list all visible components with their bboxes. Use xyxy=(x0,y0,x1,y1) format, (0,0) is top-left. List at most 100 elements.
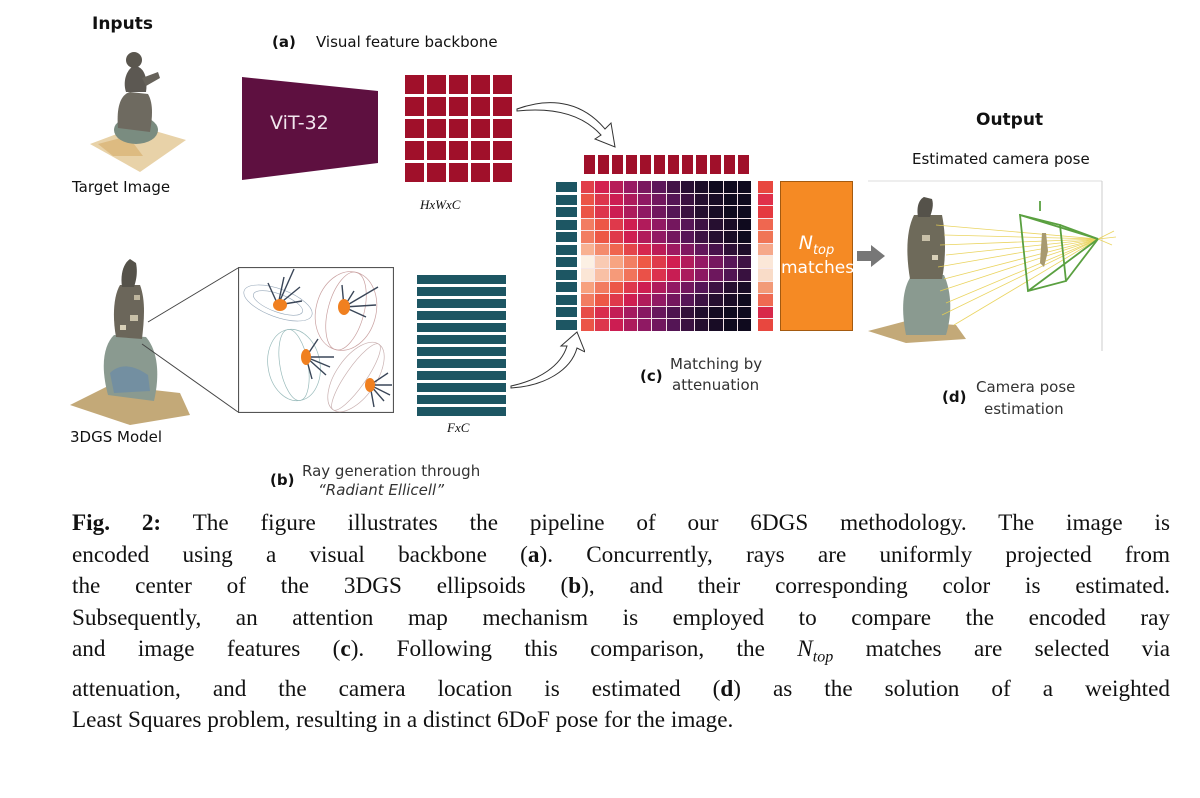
heatmap-cell xyxy=(695,306,709,319)
attenuation-cell xyxy=(758,206,773,218)
heatmap-cell xyxy=(595,193,609,206)
heatmap-cell xyxy=(581,319,595,331)
heatmap-cell xyxy=(709,294,723,306)
heatmap-cell xyxy=(638,306,652,319)
heatmap-cell xyxy=(581,243,595,256)
inputs-title: Inputs xyxy=(92,14,153,34)
heatmap-cell xyxy=(595,181,609,193)
attenuation-vector xyxy=(758,181,773,331)
heatmap-cell xyxy=(666,269,680,281)
heatmap-cell xyxy=(709,181,723,193)
heatmap-cell xyxy=(666,256,680,269)
heatmap-cell xyxy=(709,231,723,243)
heatmap-cell xyxy=(609,306,623,319)
figure-caption: Fig. 2: The figure illustrates the pipel… xyxy=(72,508,1170,737)
target-image-statue xyxy=(90,52,186,172)
heatmap-cell xyxy=(723,231,737,243)
heatmap-cell xyxy=(623,193,637,206)
heatmap-cell xyxy=(609,243,623,256)
heatmap-cell xyxy=(737,181,751,193)
heatmap-cell xyxy=(723,306,737,319)
target-image-label: Target Image xyxy=(72,178,171,196)
image-feature-shape-label: HxWxC xyxy=(420,197,461,212)
heatmap-cell xyxy=(709,256,723,269)
heatmap-cell xyxy=(737,256,751,269)
heatmap-cell xyxy=(652,206,666,218)
heatmap-cell xyxy=(695,269,709,281)
ntop-symbol: Ntop xyxy=(798,232,835,258)
heatmap-cell xyxy=(595,294,609,306)
heatmap-cell xyxy=(680,181,694,193)
3dgs-model-label: 3DGS Model xyxy=(70,428,163,446)
heatmap-cell xyxy=(695,256,709,269)
attenuation-cell xyxy=(758,269,773,281)
heatmap-cell xyxy=(695,281,709,294)
heatmap-cell xyxy=(609,256,623,269)
heatmap-cell xyxy=(581,181,595,193)
heatmap-cell xyxy=(709,306,723,319)
caption-line-2: encoded using a visual backbone (a). Con… xyxy=(72,541,1170,568)
heatmap-cell xyxy=(638,231,652,243)
estimated-camera-pose-label: Estimated camera pose xyxy=(912,150,1090,168)
heatmap-cell xyxy=(680,231,694,243)
panel-c-label-line2: attenuation xyxy=(672,376,760,394)
heatmap-cell xyxy=(638,181,652,193)
heatmap-cell xyxy=(609,319,623,331)
attenuation-cell xyxy=(758,218,773,231)
heatmap-cell xyxy=(652,319,666,331)
panel-d-tag: (d) xyxy=(942,388,967,406)
image-feature-grid xyxy=(405,75,512,182)
heatmap-cell xyxy=(595,281,609,294)
heatmap-cell xyxy=(666,181,680,193)
caption-line-6: attenuation, and the camera location is … xyxy=(72,675,1170,702)
heatmap-cell xyxy=(680,193,694,206)
heatmap-cell xyxy=(623,206,637,218)
panel-b-label-line2: “Radiant Ellicell” xyxy=(318,481,444,499)
heatmap-cell xyxy=(638,294,652,306)
heatmap-cell xyxy=(666,231,680,243)
heatmap-cell xyxy=(680,243,694,256)
heatmap-cell xyxy=(609,206,623,218)
heatmap-cell xyxy=(723,294,737,306)
heatmap-cell xyxy=(680,256,694,269)
heatmap-cell xyxy=(709,281,723,294)
attenuation-cell xyxy=(758,294,773,306)
zoom-connector-lines xyxy=(141,267,239,413)
heatmap-cell xyxy=(680,281,694,294)
attenuation-cell xyxy=(758,306,773,319)
heatmap-cell xyxy=(609,218,623,231)
panel-c-tag: (c) xyxy=(640,367,663,385)
heatmap-cell xyxy=(638,193,652,206)
heatmap-cell xyxy=(652,281,666,294)
output-title: Output xyxy=(976,110,1044,130)
heatmap-cell xyxy=(581,306,595,319)
heatmap-cell xyxy=(709,206,723,218)
attenuation-cell xyxy=(758,231,773,243)
heatmap-cell xyxy=(638,206,652,218)
vit-backbone-label: ViT-32 xyxy=(270,112,329,134)
heatmap-cell xyxy=(595,269,609,281)
heatmap-cell xyxy=(638,269,652,281)
attenuation-cell xyxy=(758,181,773,193)
heatmap-cell xyxy=(595,256,609,269)
heatmap-cell xyxy=(680,306,694,319)
heatmap-cell xyxy=(737,206,751,218)
caption-line-4: Subsequently, an attention map mechanism… xyxy=(72,604,1170,631)
caption-line-5: and image features (c). Following this c… xyxy=(72,636,1171,667)
panel-a-tag: (a) xyxy=(272,33,296,51)
caption-figure-label: Fig. 2: xyxy=(72,510,162,536)
heatmap-cell xyxy=(709,243,723,256)
heatmap-cell xyxy=(581,269,595,281)
heatmap-cell xyxy=(652,256,666,269)
heatmap-cell xyxy=(666,218,680,231)
ntop-matches-box: Ntop matches xyxy=(780,181,854,331)
curved-arrow-image-features-icon xyxy=(516,102,616,148)
heatmap-cell xyxy=(723,256,737,269)
heatmap-cell xyxy=(666,206,680,218)
heatmap-cell xyxy=(623,294,637,306)
heatmap-cell xyxy=(595,306,609,319)
heatmap-cell xyxy=(695,193,709,206)
attenuation-cell xyxy=(758,281,773,294)
heatmap-cell xyxy=(652,294,666,306)
heatmap-cell xyxy=(638,256,652,269)
